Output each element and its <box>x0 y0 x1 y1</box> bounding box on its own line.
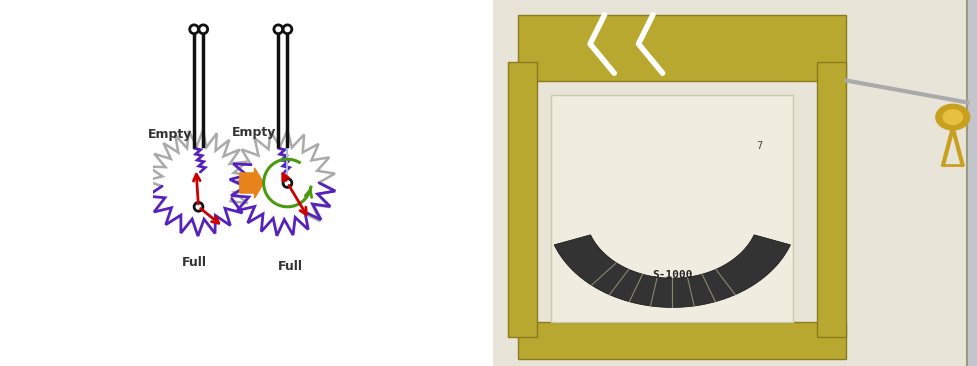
Bar <box>551 95 793 322</box>
Circle shape <box>199 25 208 34</box>
Bar <box>818 62 846 337</box>
Text: Full: Full <box>183 256 207 269</box>
Bar <box>518 322 846 359</box>
Circle shape <box>936 104 970 130</box>
FancyBboxPatch shape <box>387 0 967 366</box>
Bar <box>518 15 846 81</box>
Text: 7: 7 <box>756 141 762 152</box>
Text: Empty: Empty <box>233 126 276 139</box>
Circle shape <box>194 202 203 211</box>
Text: S-1000: S-1000 <box>652 269 693 280</box>
Polygon shape <box>554 235 790 307</box>
Circle shape <box>283 179 292 187</box>
Text: Full: Full <box>277 260 303 273</box>
Circle shape <box>274 25 282 34</box>
Circle shape <box>943 110 962 124</box>
Bar <box>508 62 537 337</box>
Circle shape <box>190 25 198 34</box>
Circle shape <box>283 25 292 34</box>
Text: Empty: Empty <box>148 128 192 141</box>
FancyArrow shape <box>240 168 264 198</box>
